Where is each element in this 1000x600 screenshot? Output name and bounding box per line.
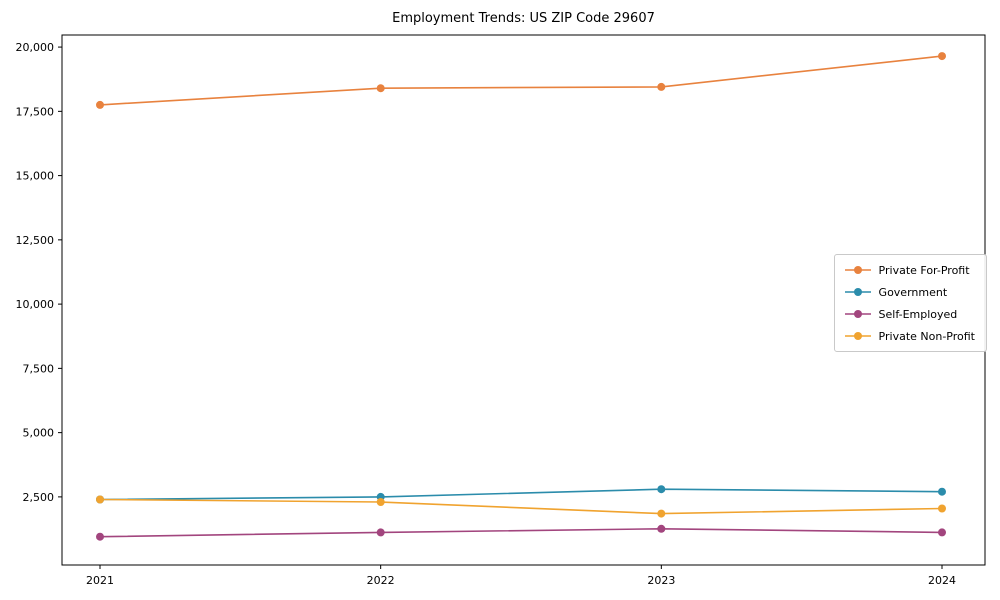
- x-tick-label: 2023: [647, 574, 675, 587]
- legend-marker-icon: [844, 288, 871, 296]
- legend-label: Government: [878, 285, 948, 299]
- marker-private-non-profit: [657, 509, 666, 518]
- legend-item-private-non-profit: Private Non-Profit: [844, 328, 975, 344]
- marker-self-employed: [96, 532, 104, 541]
- line-government: [99, 488, 943, 501]
- chart-title: Employment Trends: US ZIP Code 29607: [392, 11, 655, 26]
- legend: Private For-Profit Government Self-Employe…: [833, 254, 987, 352]
- marker-self-employed: [938, 528, 946, 537]
- marker-private-for-profit: [657, 82, 666, 91]
- y-tick-label: 20,000: [16, 41, 55, 54]
- y-tick-label: 5,000: [23, 427, 55, 440]
- y-tick-label: 12,500: [16, 234, 55, 247]
- marker-private-for-profit: [376, 84, 385, 93]
- marker-private-for-profit: [96, 100, 104, 109]
- legend-label: Self-Employed: [878, 307, 958, 321]
- legend-marker-icon: [844, 266, 871, 274]
- marker-private-non-profit: [96, 495, 104, 504]
- y-tick-label: 17,500: [16, 105, 55, 118]
- y-tick-label: 10,000: [16, 298, 55, 311]
- line-self-employed: [99, 528, 943, 538]
- legend-label: Private For-Profit: [878, 263, 970, 277]
- y-tick-label: 15,000: [16, 170, 55, 183]
- line-private-non-profit: [99, 498, 943, 515]
- legend-item-self-employed: Self-Employed: [844, 306, 975, 322]
- legend-label: Private Non-Profit: [878, 329, 975, 343]
- line-private-for-profit: [99, 55, 943, 106]
- x-tick-label: 2024: [928, 574, 956, 587]
- marker-private-for-profit: [938, 52, 946, 61]
- x-tick-label: 2021: [86, 574, 114, 587]
- marker-self-employed: [657, 524, 666, 533]
- legend-item-private-for-profit: Private For-Profit: [844, 262, 975, 278]
- legend-item-government: Government: [844, 284, 975, 300]
- marker-private-non-profit: [376, 498, 385, 506]
- marker-private-non-profit: [938, 504, 946, 513]
- marker-government: [657, 485, 666, 494]
- marker-government: [938, 487, 946, 496]
- legend-marker-icon: [844, 332, 871, 340]
- y-tick-label: 7,500: [23, 362, 55, 375]
- marker-self-employed: [376, 528, 385, 537]
- x-tick-label: 2022: [367, 574, 395, 587]
- legend-marker-icon: [844, 310, 871, 318]
- y-tick-label: 2,500: [23, 491, 55, 504]
